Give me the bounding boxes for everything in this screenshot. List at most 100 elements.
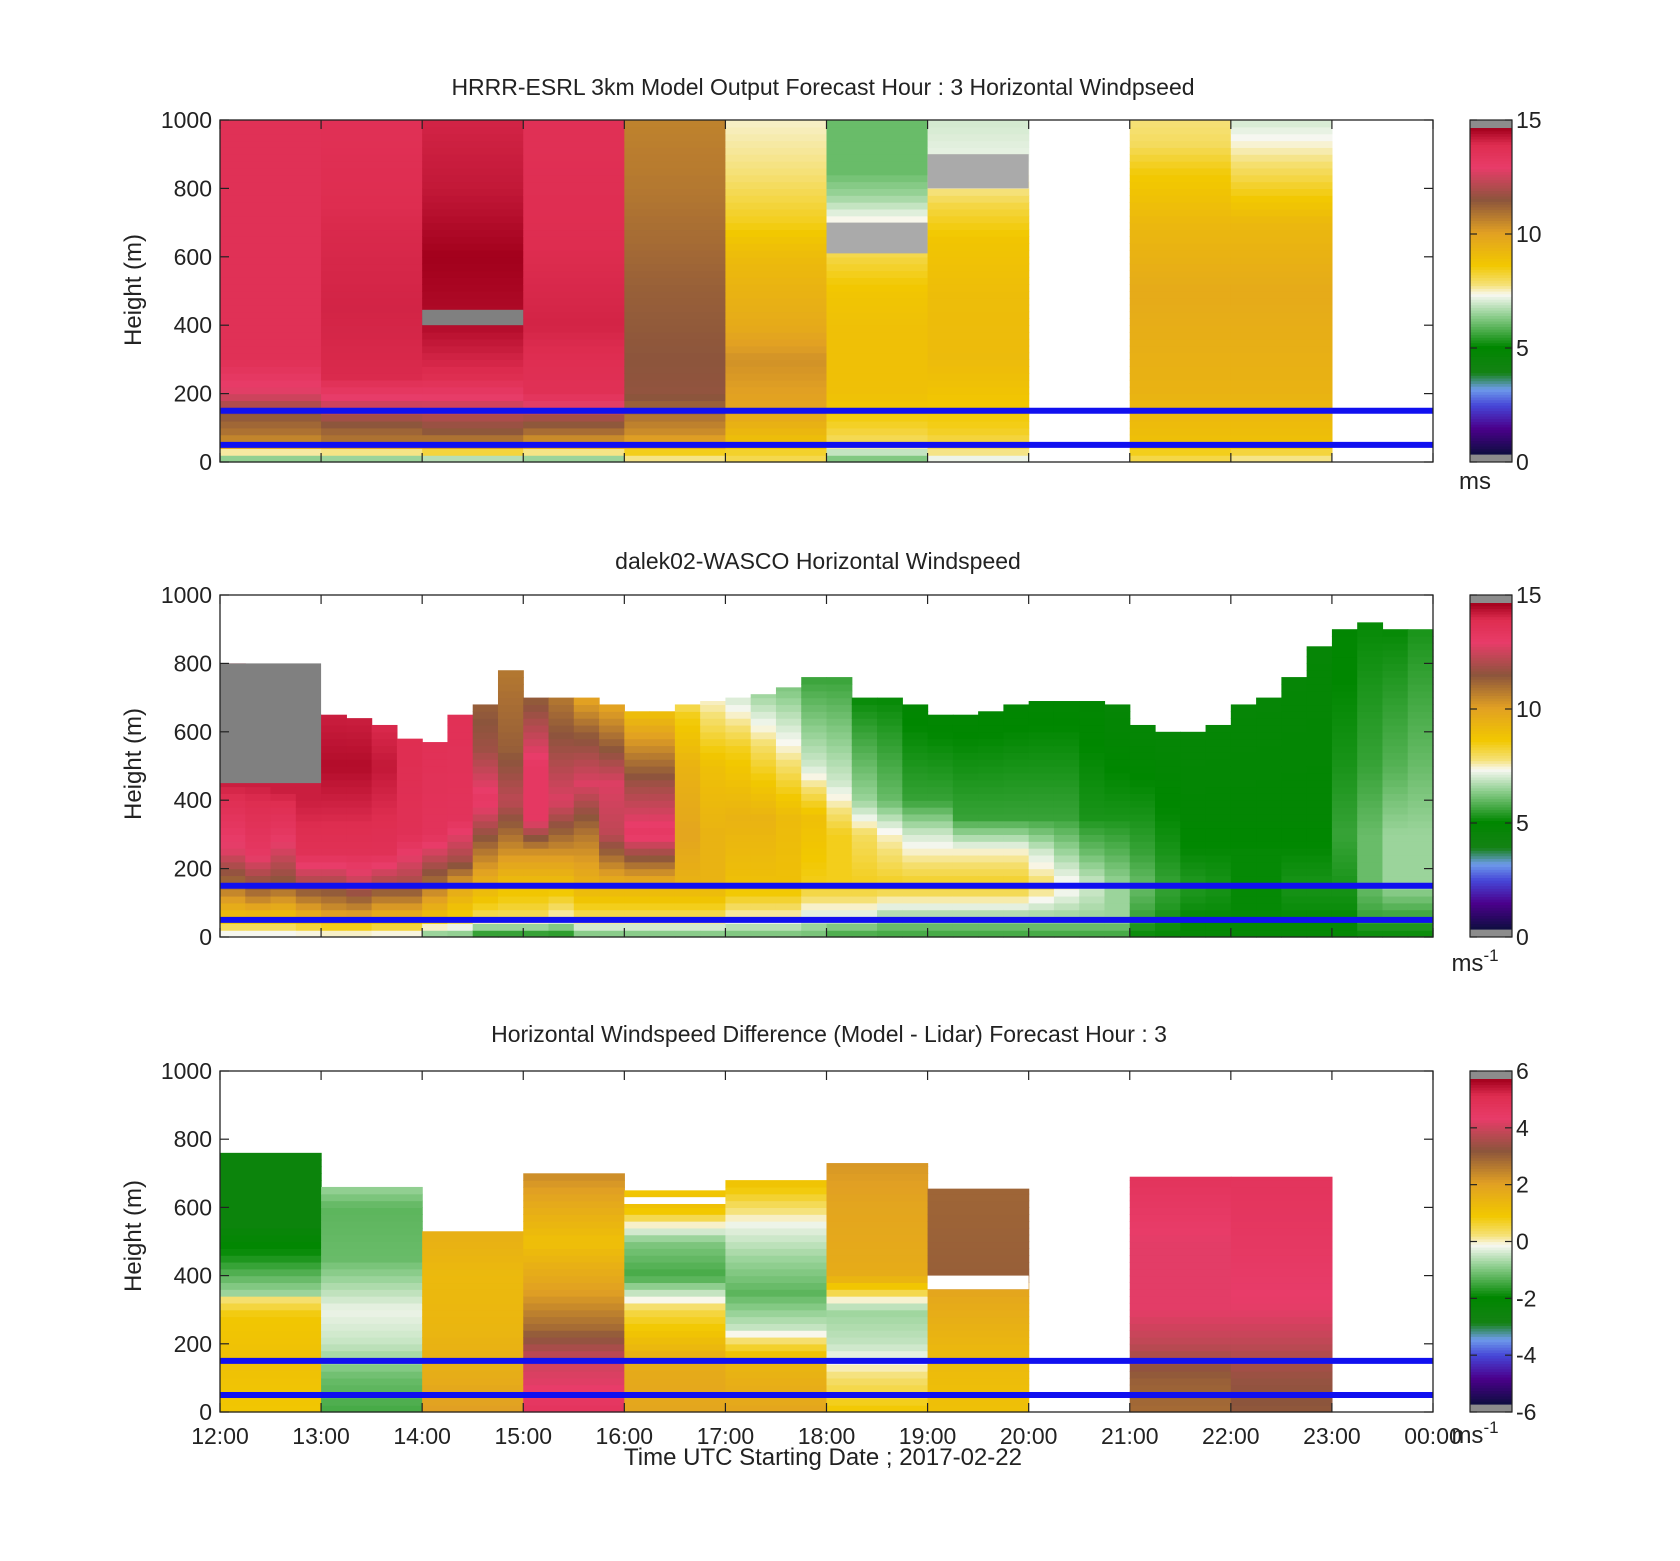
- heatmap-cell: [624, 800, 651, 808]
- colorbar-swatch: [1470, 793, 1512, 797]
- heatmap-cell: [952, 848, 979, 856]
- heatmap-cell: [422, 1241, 524, 1249]
- heatmap-cell: [952, 745, 979, 753]
- colorbar-swatch: [1470, 345, 1512, 349]
- heatmap-cell: [826, 697, 853, 706]
- heatmap-cell: [321, 448, 423, 456]
- heatmap-cell: [978, 731, 1004, 740]
- heatmap-cell: [1230, 1180, 1333, 1188]
- heatmap-cell: [826, 291, 929, 299]
- heatmap-cell: [220, 827, 246, 835]
- heatmap-cell: [1230, 448, 1333, 456]
- heatmap-cell: [978, 902, 1004, 911]
- heatmap-cell: [422, 1330, 524, 1338]
- colorbar-swatch: [1470, 323, 1512, 327]
- heatmap-cell: [422, 1323, 524, 1331]
- colorbar-swatch: [1470, 1385, 1512, 1389]
- heatmap-cell: [1331, 677, 1358, 685]
- heatmap-cell: [1079, 827, 1106, 835]
- heatmap-cell: [775, 807, 802, 815]
- heatmap-cell: [649, 827, 676, 835]
- colorbar-swatch: [1470, 806, 1512, 811]
- heatmap-cell: [877, 875, 903, 883]
- heatmap-cell: [472, 738, 499, 747]
- heatmap-cell: [548, 779, 575, 788]
- heatmap-cell: [1306, 902, 1333, 911]
- heatmap-cell: [1230, 1371, 1333, 1379]
- heatmap-cell: [725, 1398, 828, 1406]
- heatmap-cell: [1129, 284, 1232, 292]
- colorbar-tick-label: 0: [1516, 449, 1529, 475]
- heatmap-cell: [1079, 786, 1106, 794]
- heatmap-cell: [1331, 813, 1358, 822]
- colorbar-swatch: [1470, 1206, 1512, 1210]
- heatmap-cell: [321, 434, 423, 443]
- heatmap-cell: [775, 875, 802, 883]
- heatmap-cell: [952, 807, 979, 815]
- colorbar-swatch: [1470, 1106, 1512, 1110]
- heatmap-cell: [599, 745, 625, 753]
- heatmap-cell: [548, 745, 575, 753]
- heatmap-cell: [346, 841, 373, 849]
- heatmap-cell: [725, 820, 752, 829]
- heatmap-cell: [826, 1330, 929, 1338]
- heatmap-cell: [523, 752, 550, 760]
- colorbar-swatch: [1470, 136, 1512, 140]
- heatmap-cell: [1331, 738, 1358, 747]
- heatmap-cell: [1129, 297, 1232, 306]
- heatmap-cell: [523, 208, 625, 217]
- heatmap-cell: [346, 875, 373, 883]
- heatmap-cell: [1230, 140, 1333, 148]
- heatmap-cell: [1281, 902, 1308, 911]
- colorbar-swatch: [1470, 812, 1512, 816]
- colorbar-swatch: [1470, 1287, 1512, 1291]
- heatmap-cell: [1129, 889, 1156, 897]
- heatmap-cell: [1407, 895, 1434, 904]
- heatmap-cell: [927, 875, 954, 883]
- heatmap-cell: [523, 1336, 625, 1345]
- heatmap-cell: [1104, 793, 1131, 801]
- heatmap-cell: [1281, 848, 1308, 856]
- heatmap-cell: [927, 1323, 1030, 1331]
- heatmap-cell: [523, 909, 550, 918]
- heatmap-cell: [978, 772, 1004, 781]
- heatmap-cell: [220, 820, 246, 829]
- heatmap-cell: [826, 1302, 929, 1311]
- heatmap-cell: [523, 704, 550, 712]
- colorbar-swatch: [1470, 641, 1512, 645]
- heatmap-cell: [497, 677, 524, 685]
- heatmap-cell: [270, 889, 297, 897]
- heatmap-cell: [523, 161, 625, 169]
- heatmap-cell: [851, 902, 878, 911]
- heatmap-cell: [952, 752, 979, 760]
- colorbar-swatch: [1470, 646, 1512, 650]
- colorbar-swatch: [1470, 1355, 1512, 1359]
- heatmap-cell: [422, 902, 449, 911]
- heatmap-cell: [1230, 455, 1333, 463]
- heatmap-cell: [270, 800, 297, 808]
- heatmap-cell: [1407, 854, 1434, 863]
- colorbar-swatch: [1470, 361, 1512, 365]
- heatmap-cell: [624, 1309, 727, 1318]
- heatmap-cell: [548, 895, 575, 904]
- heatmap-cell: [422, 427, 524, 436]
- colorbar-swatch: [1470, 1119, 1512, 1123]
- heatmap-cell: [1230, 1193, 1333, 1202]
- colorbar-swatch: [1470, 679, 1512, 683]
- heatmap-cell: [927, 147, 1030, 155]
- heatmap-cell: [1079, 800, 1106, 808]
- heatmap-cell: [321, 1377, 423, 1386]
- heatmap-cell: [775, 718, 802, 726]
- heatmap-cell: [725, 827, 752, 835]
- heatmap-cell: [1053, 745, 1080, 753]
- heatmap-cell: [422, 243, 524, 251]
- heatmap-cell: [1331, 759, 1358, 767]
- heatmap-cell: [826, 1186, 929, 1195]
- heatmap-cell: [826, 745, 853, 753]
- heatmap-cell: [1281, 704, 1308, 712]
- heatmap-cell: [396, 923, 423, 931]
- heatmap-cell: [978, 930, 1004, 938]
- x-ticks: [219, 595, 1434, 937]
- heatmap-cell: [826, 807, 853, 815]
- heatmap-cell: [1407, 745, 1434, 753]
